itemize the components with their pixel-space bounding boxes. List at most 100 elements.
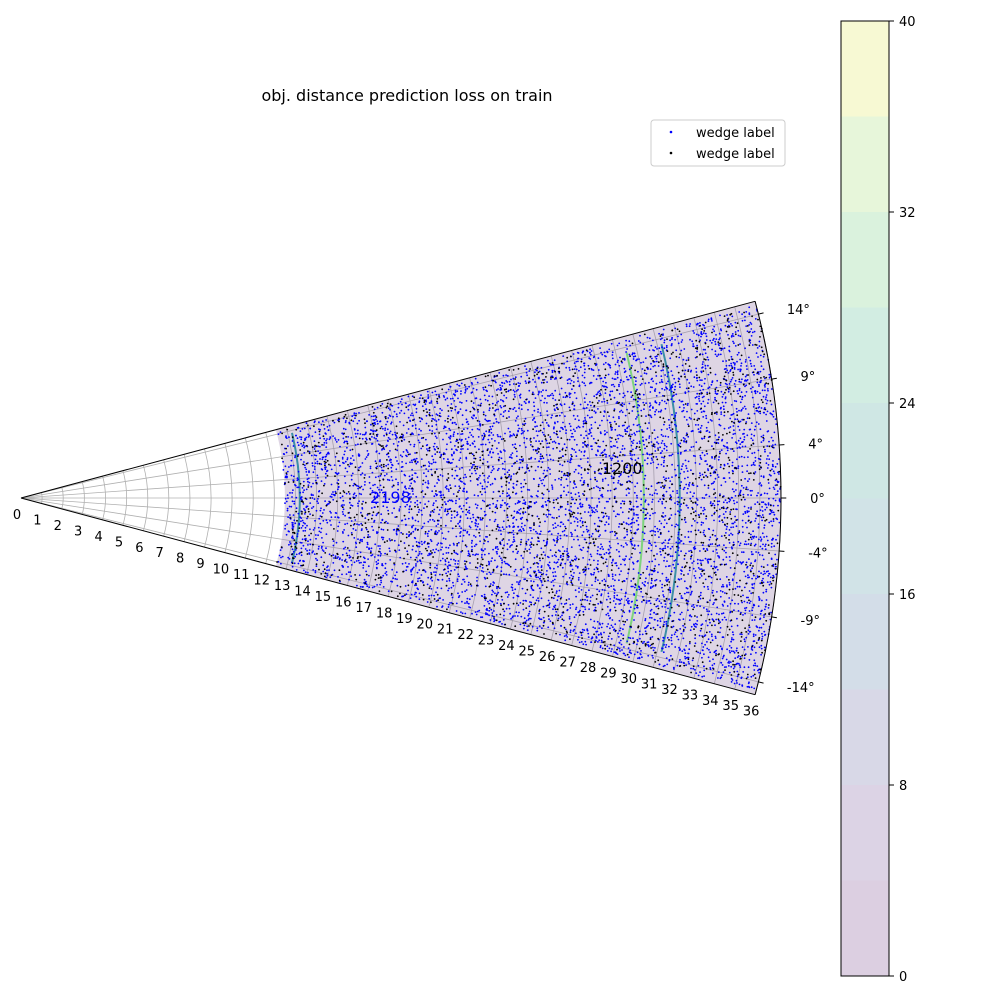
data-point (590, 535, 593, 538)
data-point (664, 606, 666, 608)
data-point (715, 618, 718, 621)
data-point (467, 436, 470, 439)
data-point (623, 394, 626, 397)
data-point (677, 464, 679, 467)
data-point (700, 573, 702, 575)
data-point (543, 476, 546, 479)
data-point (430, 402, 432, 404)
grid-spoke (281, 538, 772, 618)
data-point (457, 397, 459, 400)
data-point (625, 351, 627, 353)
data-point (715, 468, 717, 471)
data-point (463, 560, 466, 562)
data-point (686, 378, 689, 381)
data-point (569, 396, 571, 399)
data-point (327, 451, 330, 454)
data-point (285, 437, 288, 439)
data-point (386, 420, 389, 423)
data-point (412, 566, 415, 569)
data-point (715, 413, 718, 415)
data-point (393, 539, 396, 542)
data-point (451, 421, 454, 424)
data-point (650, 457, 653, 460)
data-point (385, 453, 388, 456)
data-point (540, 581, 543, 583)
data-point (739, 358, 741, 361)
data-point (672, 666, 675, 669)
data-point (638, 588, 641, 591)
data-point (612, 383, 615, 386)
data-point (731, 488, 734, 491)
data-point (419, 501, 422, 504)
data-point (395, 434, 397, 437)
data-point (612, 454, 615, 456)
data-point (723, 516, 726, 519)
data-point (582, 350, 585, 353)
data-point (742, 614, 744, 616)
data-point (677, 547, 680, 549)
data-point (500, 457, 503, 460)
data-point (736, 656, 739, 659)
data-point (361, 508, 364, 510)
data-point (292, 479, 295, 482)
data-point (663, 447, 666, 450)
data-point (625, 542, 627, 544)
data-point (669, 614, 672, 617)
data-point (660, 428, 663, 431)
data-point (680, 349, 683, 352)
data-point (702, 348, 705, 351)
data-point (558, 477, 560, 480)
data-point (579, 609, 581, 612)
data-point (747, 488, 749, 491)
data-point (700, 524, 703, 526)
data-point (344, 467, 347, 470)
data-point (482, 411, 485, 414)
data-point (460, 551, 462, 553)
data-point (736, 360, 738, 363)
data-point (644, 459, 646, 462)
data-point (758, 464, 761, 467)
data-point (306, 517, 308, 520)
data-point (499, 435, 502, 438)
data-point (458, 384, 460, 387)
data-point (754, 559, 757, 561)
data-point (579, 505, 582, 508)
data-point (671, 476, 673, 478)
data-point (462, 444, 465, 446)
data-point (386, 522, 389, 524)
data-point (385, 423, 387, 426)
data-point (514, 615, 516, 617)
data-point (764, 608, 766, 611)
data-point (538, 370, 541, 373)
data-point (432, 502, 435, 505)
data-point (515, 518, 518, 521)
data-point (635, 377, 637, 379)
data-point (589, 600, 592, 602)
data-point (348, 501, 351, 504)
data-point (348, 421, 351, 424)
data-point (598, 390, 601, 393)
data-point (552, 608, 554, 611)
data-point (654, 541, 656, 544)
data-point (765, 413, 767, 416)
data-point (488, 434, 491, 437)
data-point (542, 551, 545, 553)
data-point (445, 552, 448, 554)
data-point (753, 574, 755, 577)
data-point (690, 615, 693, 618)
data-point (537, 600, 540, 602)
data-point (574, 555, 577, 558)
data-point (749, 387, 752, 390)
data-point (729, 426, 732, 428)
data-point (731, 413, 734, 416)
data-point (769, 576, 772, 579)
data-point (487, 540, 489, 543)
data-point (553, 517, 555, 519)
data-point (375, 418, 377, 421)
data-point (520, 404, 523, 407)
data-point (427, 461, 430, 463)
data-point (611, 357, 614, 360)
data-point (458, 459, 461, 462)
data-point (501, 462, 504, 465)
data-point (762, 434, 765, 437)
